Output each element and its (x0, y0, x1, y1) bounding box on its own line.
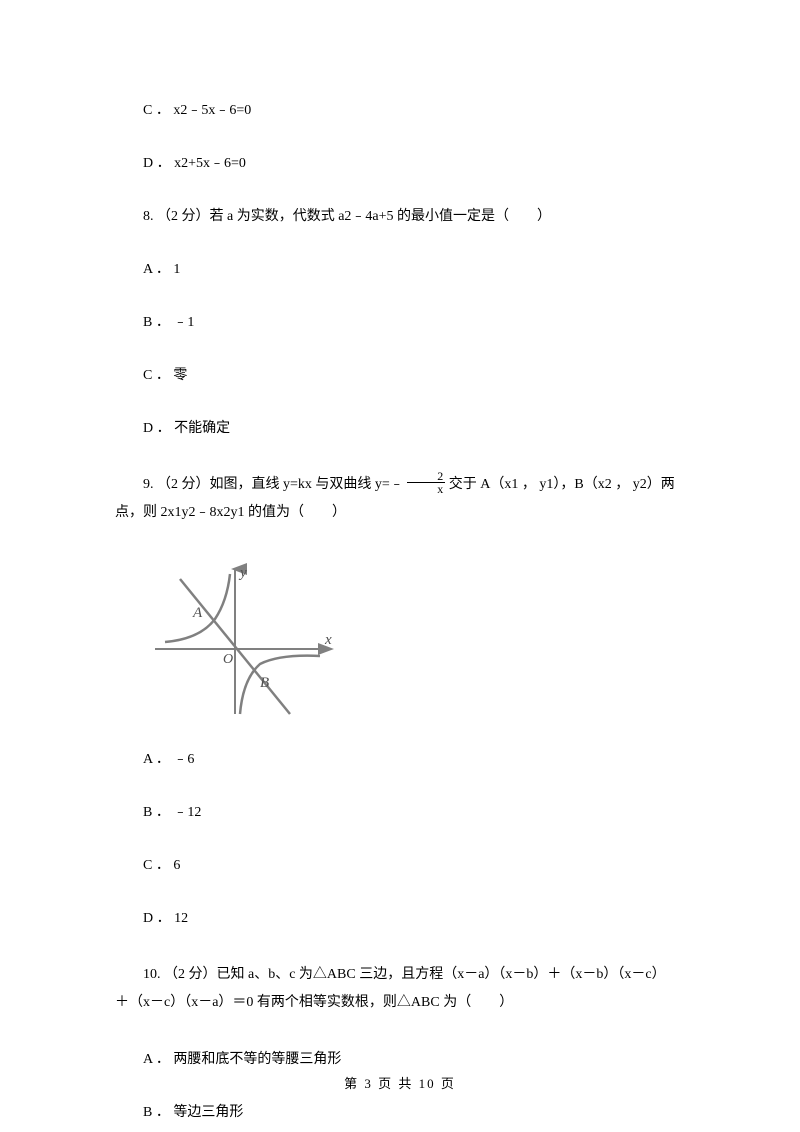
point-b-label: B (260, 675, 269, 691)
option-b-q9: B ． ﹣12 (115, 802, 685, 823)
option-d-q7: D ． x2+5x﹣6=0 (115, 153, 685, 174)
question-9: 9. （2 分）如图，直线 y=kx 与双曲线 y=﹣ 2x 交于 A（x1 ，… (115, 471, 685, 527)
hyperbola-line-graph: y x O A B (145, 559, 345, 719)
origin-label: O (223, 652, 233, 667)
option-a-q9: A ． ﹣6 (115, 749, 685, 770)
option-b-q10: B ． 等边三角形 (115, 1102, 685, 1123)
q10-line2: ＋（x－c）（x－a）＝0 有两个相等实数根，则△ABC 为（ ） (115, 989, 685, 1017)
option-d-q9: D ． 12 (115, 908, 685, 929)
point-a-label: A (192, 605, 203, 621)
question-8: 8. （2 分）若 a 为实数，代数式 a2﹣4a+5 的最小值一定是（ ） (115, 206, 685, 227)
axis-label-x: x (324, 632, 332, 648)
option-c-q7: C ． x2﹣5x﹣6=0 (115, 100, 685, 121)
option-a-q10: A ． 两腰和底不等的等腰三角形 (115, 1049, 685, 1070)
question-10: 10. （2 分）已知 a、b、c 为△ABC 三边，且方程（x－a）（x－b）… (115, 961, 685, 1017)
option-b-q8: B ． ﹣1 (115, 312, 685, 333)
option-c-q8: C ． 零 (115, 365, 685, 386)
page-footer: 第 3 页 共 10 页 (0, 1073, 800, 1092)
option-d-q8: D ． 不能确定 (115, 418, 685, 439)
option-c-q9: C ． 6 (115, 855, 685, 876)
axis-label-y: y (238, 565, 247, 581)
q9-text-part1: 9. （2 分）如图，直线 y=kx 与双曲线 y=﹣ (143, 477, 407, 492)
option-a-q8: A ． 1 (115, 259, 685, 280)
q10-line1: 10. （2 分）已知 a、b、c 为△ABC 三边，且方程（x－a）（x－b）… (115, 961, 685, 989)
fraction-2-over-x: 2x (407, 470, 445, 495)
